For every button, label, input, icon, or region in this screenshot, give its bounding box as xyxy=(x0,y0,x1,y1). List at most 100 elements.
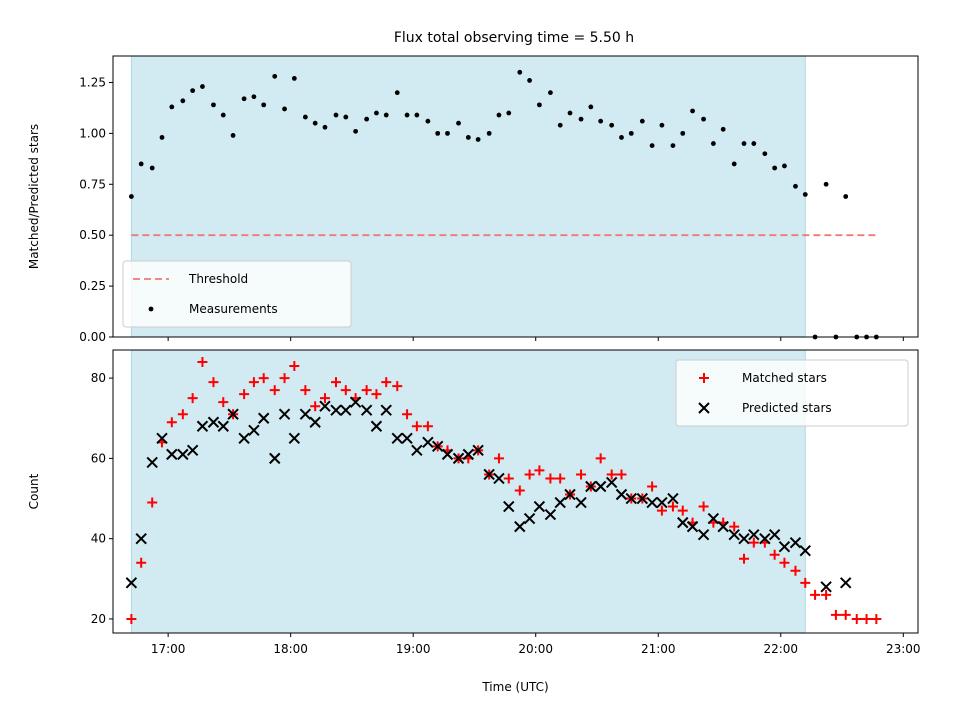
measurement-point xyxy=(506,110,512,116)
measurement-point xyxy=(782,163,787,169)
predicted-star-point xyxy=(238,432,250,445)
matched-star-point xyxy=(279,373,290,384)
matched-star-point xyxy=(361,385,372,396)
measurement-point xyxy=(517,69,523,75)
measurement-point xyxy=(690,108,695,114)
predicted-star-point xyxy=(544,508,557,521)
predicted-star-point xyxy=(686,520,699,533)
predicted-star-point xyxy=(452,452,465,465)
measurement-point xyxy=(180,98,186,104)
x-tick-label: 19:00 xyxy=(396,642,431,656)
y-tick-label: 0.25 xyxy=(79,279,106,293)
matched-star-point xyxy=(166,417,177,428)
predicted-star-point xyxy=(738,532,750,545)
measurement-point xyxy=(649,143,655,148)
legend-label: Threshold xyxy=(188,272,248,286)
plot-frame xyxy=(112,349,919,634)
y-axis-label: Count xyxy=(27,473,41,509)
matched-star-point xyxy=(319,393,330,404)
matched-star-point xyxy=(208,377,219,388)
matched-star-point xyxy=(769,549,780,560)
legend-label: Matched stars xyxy=(742,371,827,385)
predicted-star-point xyxy=(217,420,229,432)
x-axis-label: Time (UTC) xyxy=(481,680,548,694)
matched-star-point xyxy=(739,553,750,564)
predicted-star-point xyxy=(258,412,270,424)
matched-star-point xyxy=(656,505,667,516)
predicted-star-point xyxy=(759,532,771,545)
measurement-point xyxy=(762,151,768,157)
measurement-point xyxy=(425,118,431,124)
matched-star-point xyxy=(545,473,556,484)
y-tick-label: 80 xyxy=(91,371,106,385)
measurement-point xyxy=(475,137,481,142)
measurement-point xyxy=(138,161,144,167)
legend-box xyxy=(675,359,909,427)
measurement-point xyxy=(741,141,747,146)
matched-star-point xyxy=(647,481,658,492)
x-tick-label: 18:00 xyxy=(273,642,308,656)
measurement-point xyxy=(751,141,757,146)
predicted-star-point xyxy=(135,532,147,545)
predicted-star-point xyxy=(575,496,587,509)
predicted-star-point xyxy=(401,432,413,445)
measurement-point xyxy=(272,73,278,79)
measurement-point xyxy=(639,118,645,124)
predicted-star-point xyxy=(319,400,331,412)
predicted-star-point xyxy=(605,476,618,489)
matched-star-point xyxy=(197,357,208,368)
matched-star-point xyxy=(239,389,250,400)
matched-star-point xyxy=(790,565,801,576)
predicted-star-point xyxy=(514,520,526,533)
measurement-point xyxy=(659,122,665,128)
matched-star-point xyxy=(616,469,627,480)
predicted-star-point xyxy=(299,408,312,420)
matched-star-point xyxy=(576,469,587,480)
matched-star-point xyxy=(514,485,525,496)
matched-star-point xyxy=(371,389,382,400)
measurement-point xyxy=(322,124,328,130)
predicted-star-point xyxy=(462,448,475,461)
predicted-star-point xyxy=(349,396,362,408)
measurement-point xyxy=(536,102,542,108)
predicted-star-point xyxy=(707,512,720,525)
predicted-star-point xyxy=(177,448,189,461)
matched-star-point xyxy=(779,557,790,568)
predicted-star-point xyxy=(564,488,576,501)
predicted-star-point xyxy=(594,480,607,493)
predicted-star-point xyxy=(330,404,342,416)
measurement-point xyxy=(619,135,624,140)
x-tick-label: 22:00 xyxy=(763,642,798,656)
matched-star-point xyxy=(177,409,188,420)
predicted-star-point xyxy=(483,468,495,481)
measurement-point xyxy=(435,130,441,136)
predicted-star-point xyxy=(778,540,791,553)
predicted-star-point xyxy=(166,448,178,461)
matched-star-point xyxy=(606,469,617,480)
measurement-point xyxy=(720,126,726,132)
matched-star-point xyxy=(218,397,229,408)
matched-star-point xyxy=(381,377,392,388)
matched-star-point xyxy=(126,613,137,624)
measurement-point xyxy=(609,122,615,128)
x-tick-label: 20:00 xyxy=(518,642,553,656)
matched-star-point xyxy=(555,473,566,484)
measurement-point xyxy=(548,90,553,96)
matched-star-point xyxy=(595,453,606,464)
matched-star-point xyxy=(147,497,158,508)
predicted-star-point xyxy=(431,440,444,453)
predicted-star-point xyxy=(615,488,628,501)
chart-title: Flux total observing time = 5.50 h xyxy=(394,30,634,46)
predicted-star-point xyxy=(422,436,434,449)
matched-star-point xyxy=(300,385,311,396)
matched-star-point xyxy=(493,453,504,464)
predicted-star-point xyxy=(269,452,281,465)
predicted-star-point xyxy=(391,432,403,445)
predicted-star-point xyxy=(340,404,352,416)
predicted-star-point xyxy=(288,432,301,445)
x-tick-label: 17:00 xyxy=(151,642,186,656)
predicted-star-point xyxy=(533,500,546,513)
predicted-star-point xyxy=(585,480,597,493)
predicted-star-point xyxy=(156,432,168,445)
